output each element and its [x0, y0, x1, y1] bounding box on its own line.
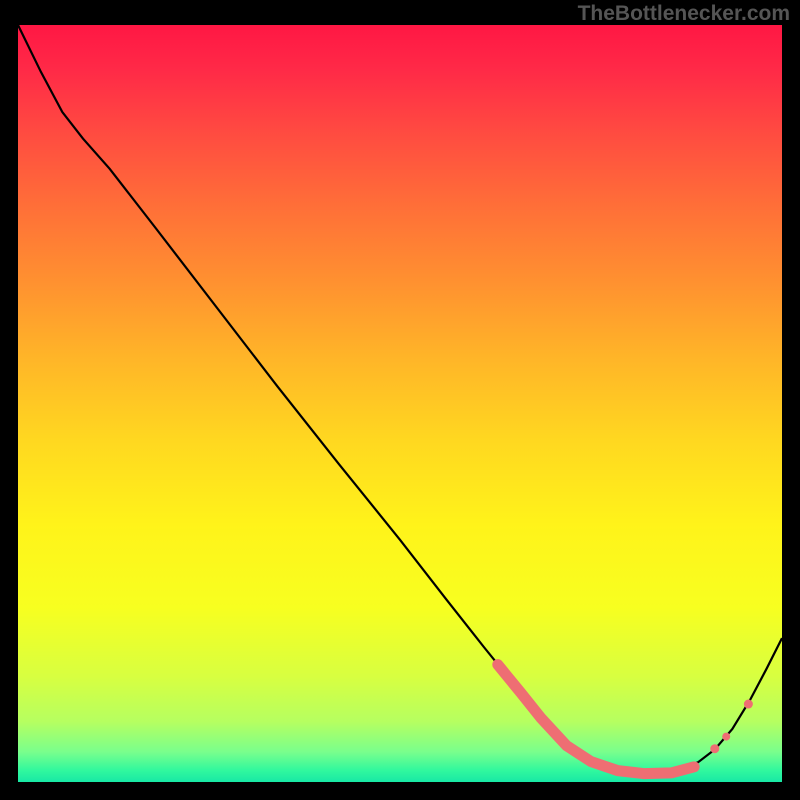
watermark-text: TheBottlenecker.com: [578, 2, 790, 26]
bottleneck-chart: [0, 0, 800, 800]
plot-background: [18, 25, 782, 782]
highlight-dot: [744, 700, 753, 709]
highlight-dot: [722, 733, 730, 741]
highlight-dot: [710, 744, 719, 753]
chart-container: TheBottlenecker.com: [0, 0, 800, 800]
